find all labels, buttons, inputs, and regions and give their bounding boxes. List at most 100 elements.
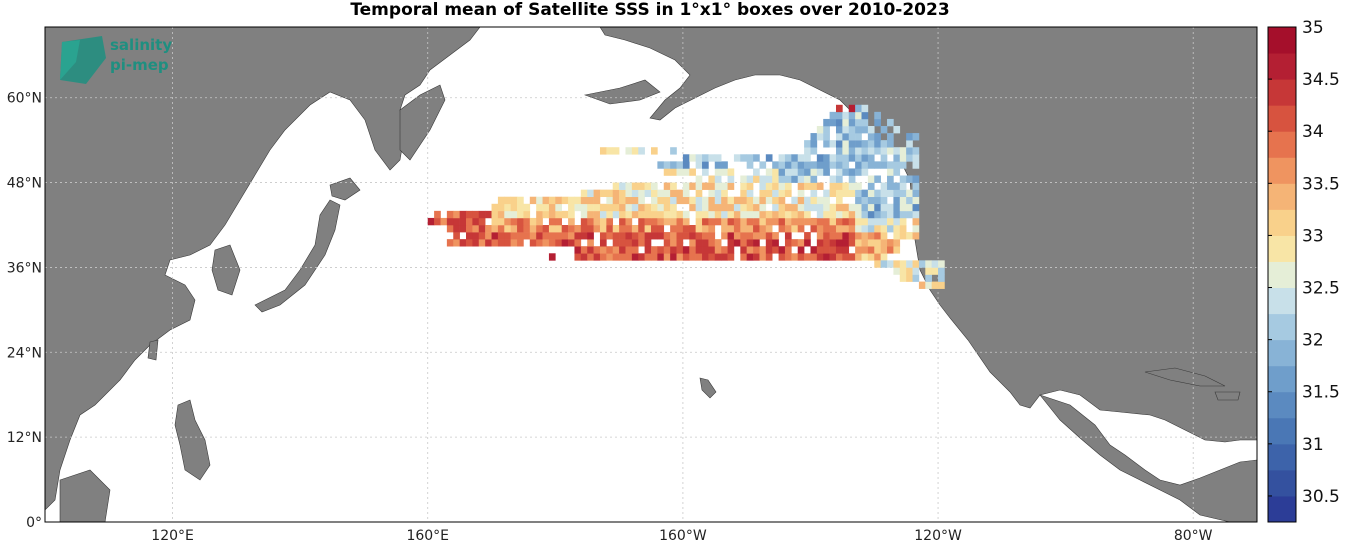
sss-cell (765, 154, 773, 162)
sss-cell (753, 217, 760, 226)
hawaii-islands (699, 377, 717, 399)
colorbar-swatch (1268, 313, 1296, 341)
sss-cell (797, 246, 805, 254)
sss-cell (810, 133, 818, 141)
sss-cell (714, 168, 722, 176)
sss-cell (887, 182, 894, 190)
sss-cell (861, 126, 869, 134)
sss-cell (855, 133, 862, 141)
sss-cell (880, 246, 888, 254)
sss-cell (670, 189, 677, 198)
x-tick-label: 160°E (406, 528, 449, 544)
colorbar-swatch (1268, 339, 1296, 367)
sss-cell (587, 225, 594, 233)
sss-cell (651, 225, 658, 233)
sss-cell (523, 210, 531, 219)
borneo-island (59, 469, 111, 522)
sss-cell (797, 182, 805, 190)
sss-cell (631, 253, 639, 261)
sss-cell (912, 175, 920, 183)
sss-cell (855, 246, 862, 254)
sss-cell (848, 175, 856, 183)
sss-cell (555, 203, 562, 212)
sss-cell (829, 246, 837, 254)
sss-cell (912, 133, 920, 141)
x-tick-label: 120°E (151, 528, 194, 544)
sss-cell (523, 203, 531, 212)
sss-cell (619, 246, 626, 254)
sss-cell (631, 189, 639, 198)
sss-cell (778, 182, 786, 190)
sss-cell (504, 196, 511, 205)
sss-cell (682, 168, 690, 176)
sss-cell (619, 239, 626, 247)
colorbar-swatch (1268, 131, 1296, 158)
sss-cell (491, 225, 499, 233)
sss-cell (682, 196, 690, 205)
sss-cell (931, 260, 939, 268)
sss-cell (491, 232, 499, 240)
sss-cell (427, 217, 435, 226)
sss-cell (733, 203, 741, 212)
sss-cell (893, 260, 901, 268)
sss-cell (708, 196, 716, 205)
sss-cell (485, 225, 492, 233)
sss-cell (446, 210, 454, 219)
sss-cell (580, 217, 588, 226)
colorbar-swatch (1268, 27, 1296, 54)
sss-cell (625, 246, 633, 254)
sss-cell (612, 189, 620, 198)
sss-cell (874, 140, 881, 148)
sss-cell (536, 225, 543, 233)
colorbar-tick-label: 32.5 (1302, 279, 1340, 299)
sss-cell (510, 210, 518, 219)
sss-cell (835, 203, 843, 212)
sss-cell (842, 232, 850, 240)
sss-cell (472, 232, 480, 240)
sss-cell (855, 140, 862, 148)
sss-cell (555, 210, 562, 219)
sss-cell (816, 253, 824, 261)
sss-cell (625, 239, 633, 247)
sss-cell (912, 154, 920, 162)
sss-cell (835, 196, 843, 205)
central-america-landmass (1039, 394, 1257, 522)
sss-cell (784, 225, 792, 233)
sss-cell (478, 217, 486, 226)
sss-cell (727, 182, 735, 190)
sss-cell (746, 232, 754, 240)
sss-cell (689, 203, 696, 212)
sss-cell (797, 168, 805, 176)
sss-cell (638, 196, 645, 205)
sss-cell (874, 161, 881, 169)
sss-cell (880, 196, 888, 205)
sss-cell (555, 232, 562, 240)
sss-cell (765, 217, 773, 226)
sss-cell (874, 147, 881, 155)
sss-cell (880, 154, 888, 162)
sss-cell (772, 203, 779, 212)
sss-cell (682, 154, 690, 162)
sss-cell (695, 246, 703, 254)
sss-cell (708, 203, 716, 212)
sss-cell (848, 253, 856, 261)
sss-cell (753, 225, 760, 233)
sss-cell (772, 161, 779, 169)
sss-cell (740, 154, 747, 162)
sss-cell (638, 147, 645, 155)
cuba-island (1144, 367, 1226, 387)
colorbar-tick-label: 31.5 (1302, 383, 1340, 403)
sss-cell (938, 274, 945, 282)
sss-cell (466, 225, 473, 233)
sss-cell (593, 225, 601, 233)
sss-cell (925, 267, 932, 275)
sss-cell (842, 126, 850, 134)
sss-cell (791, 203, 799, 212)
sss-cell (848, 147, 856, 155)
sss-cell (453, 239, 460, 247)
sss-cell (702, 210, 709, 219)
sss-cell (899, 175, 907, 183)
sss-cell (893, 168, 901, 176)
sss-cell (587, 210, 594, 219)
sss-cell (861, 196, 869, 205)
